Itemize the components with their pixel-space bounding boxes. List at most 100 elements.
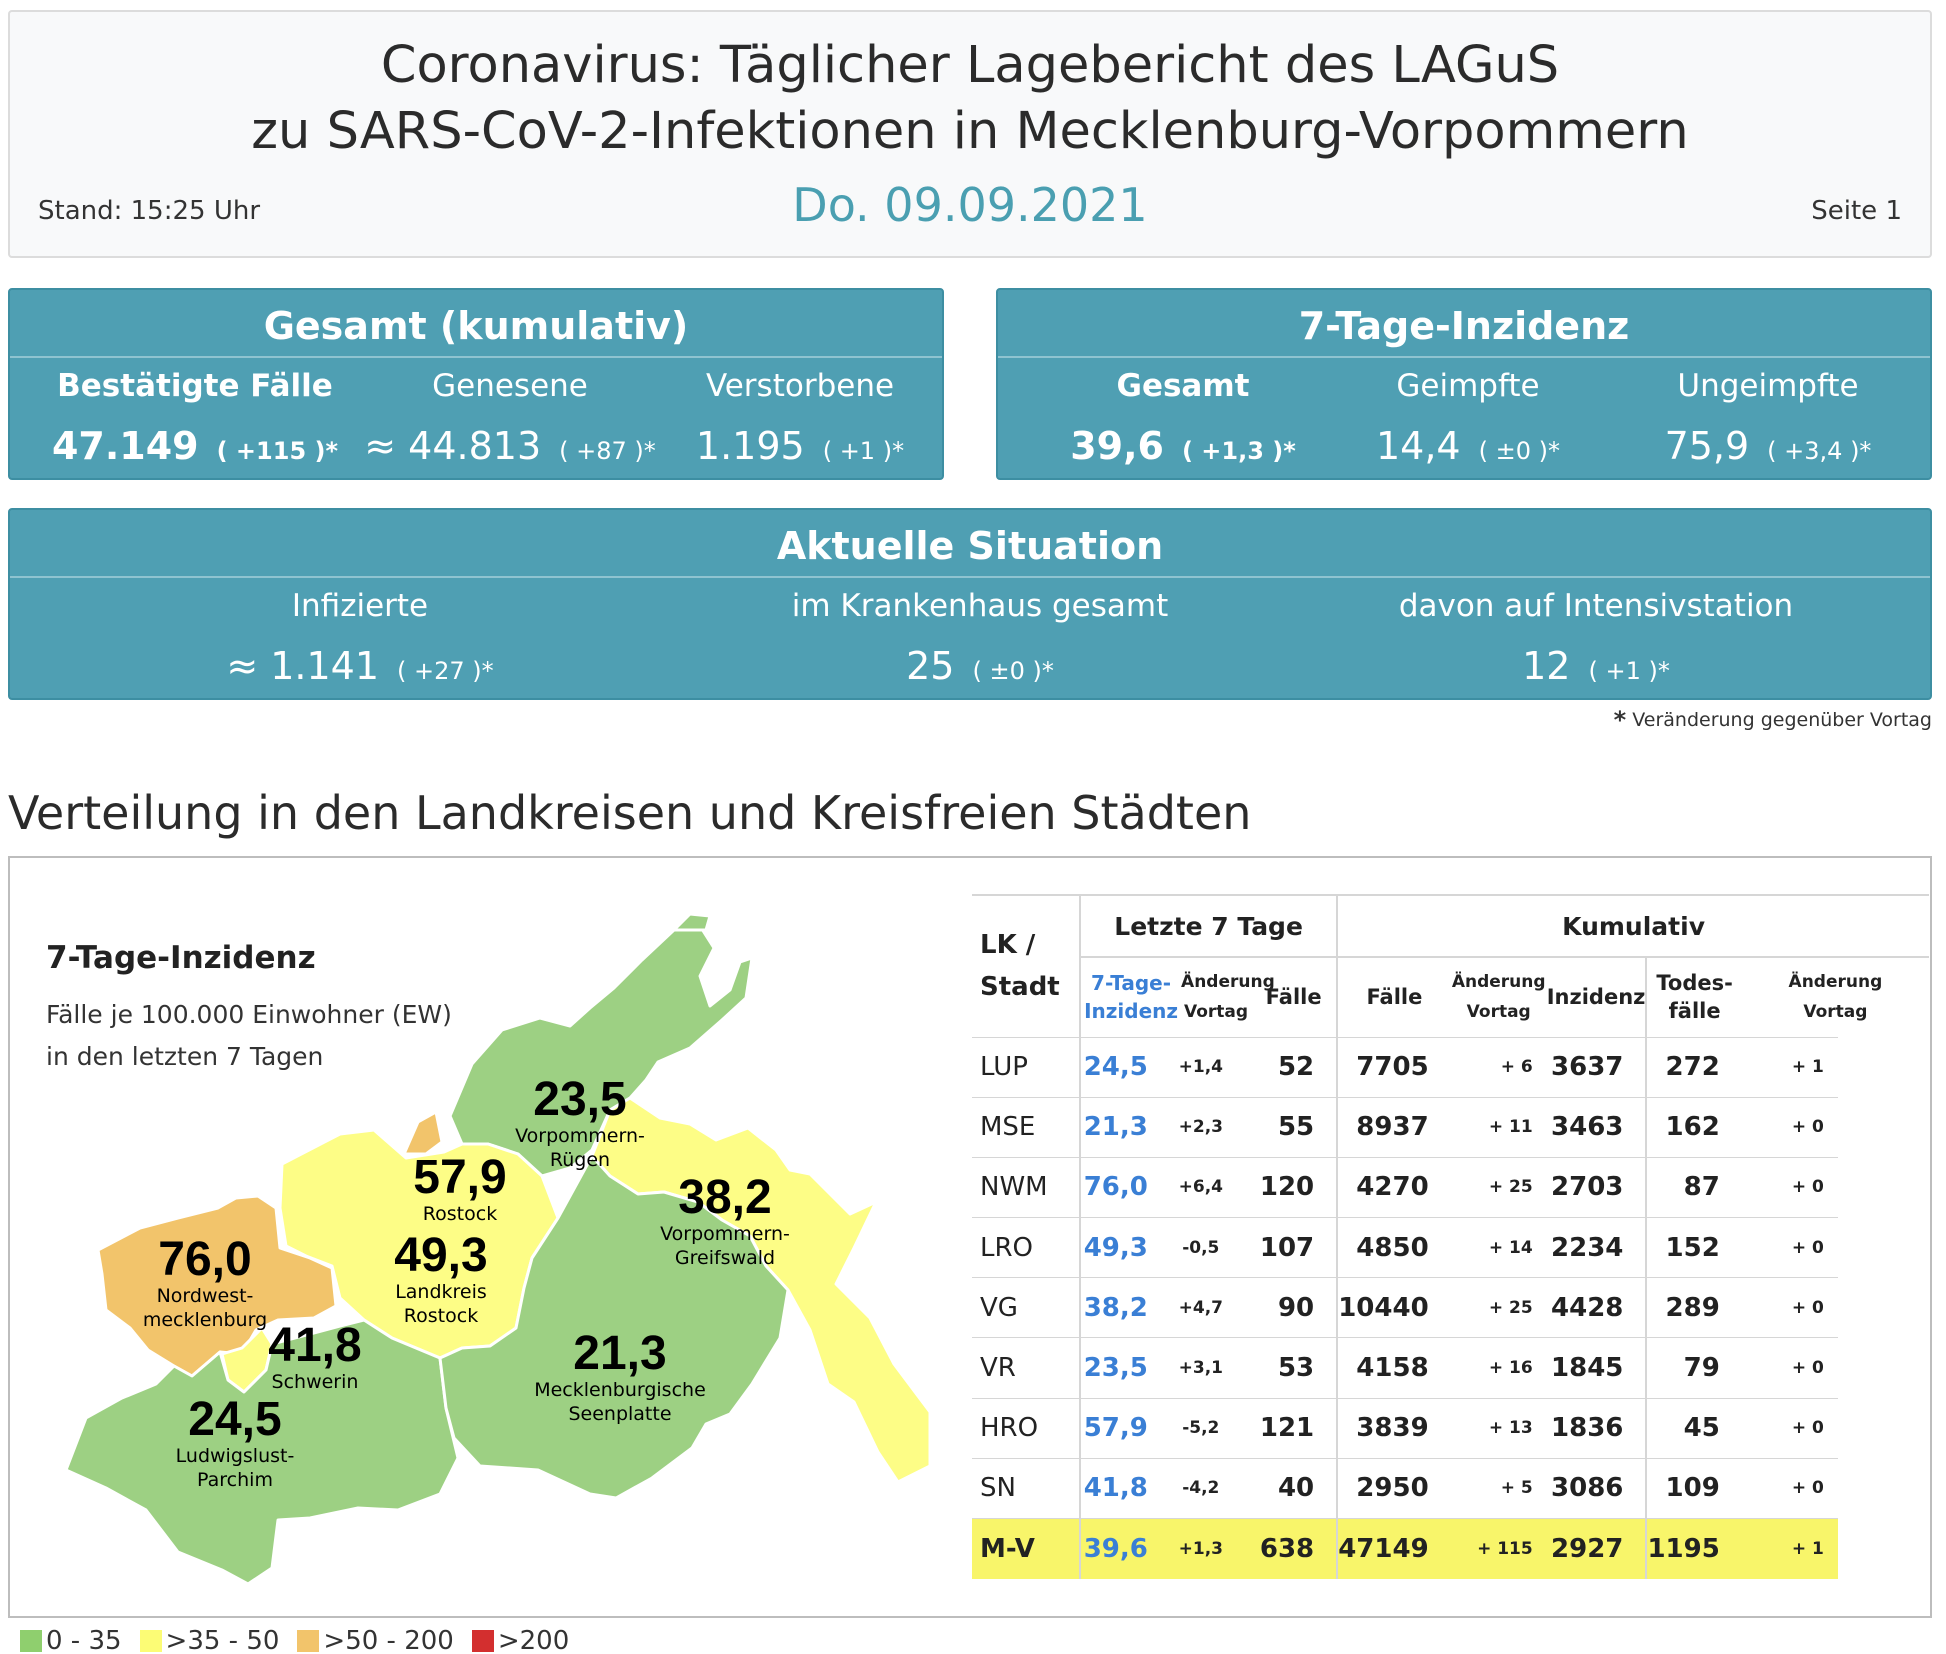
panel-divider	[10, 356, 942, 358]
table-header-inzidenz: Inzidenz	[1546, 985, 1646, 1010]
report-title-line1: Coronavirus: Täglicher Lagebericht des L…	[380, 36, 1560, 95]
cell-deaths-change: + 0	[1741, 1457, 1838, 1519]
stat-deceased: Verstorbene 1.195 ( +1 )*	[660, 368, 940, 473]
stat-change: ( +1 )*	[822, 437, 905, 465]
table-body: LUP 24,5 +1,4 52 7705 + 6 3637 272 + 1 MSE 21,3 +2,…	[972, 1036, 1929, 1579]
stat-value-row: 1.195 ( +1 )*	[660, 424, 940, 473]
footnote-star: *	[1613, 706, 1627, 734]
map-label-landkreis-rostock: 49,3 Landkreis Rostock	[366, 1232, 516, 1328]
cell-lk: VG	[972, 1277, 1081, 1338]
legend-swatch	[139, 1630, 162, 1652]
stat-value: ≈ 44.813	[364, 424, 542, 468]
table-row: VR 23,5 +3,1 53 4158 + 16 1845 79 + 0	[972, 1337, 1929, 1399]
cell-incidence7: 24,5	[1079, 1036, 1151, 1098]
cell-lk: SN	[972, 1457, 1081, 1519]
cell-cases: 47149	[1336, 1517, 1451, 1579]
stat-infected: Infizierte ≈ 1.141 ( +27 )*	[30, 588, 690, 693]
map-region-rostock-coast	[402, 1110, 444, 1156]
map-region-mecklenburgische-seenplatte	[438, 1154, 790, 1500]
cell-lk: VR	[972, 1337, 1081, 1399]
cell-deaths-change: + 1	[1741, 1517, 1838, 1579]
cell-cases: 8937	[1336, 1096, 1451, 1158]
cell-incidence: 3463	[1546, 1096, 1647, 1158]
table-total-row: M-V 39,6 +1,3 638 47149 + 115 2927 1195 + 1	[972, 1517, 1929, 1579]
region-value: 41,8	[268, 1319, 362, 1372]
cell-incidence: 2234	[1546, 1217, 1647, 1278]
stat-incidence-unvaccinated: Ungeimpfte 75,9 ( +3,4 )*	[1608, 368, 1928, 473]
cell-incidence7: 21,3	[1079, 1096, 1151, 1158]
map-subtitle-line2: in den letzten 7 Tagen	[46, 1042, 324, 1071]
table-row: LRO 49,3 -0,5 107 4850 + 14 2234 152 + 0	[972, 1217, 1929, 1278]
cell-cases-change: + 5	[1450, 1457, 1547, 1519]
region-name: Rügen	[549, 1149, 611, 1171]
cell-incidence: 2703	[1546, 1156, 1647, 1218]
map-subtitle: Fälle je 100.000 Einwohner (EW) in den l…	[46, 994, 452, 1078]
distribution-box: 7-Tage-Inzidenz Fälle je 100.000 Einwohn…	[8, 856, 1932, 1618]
cell-cases-change: + 6	[1450, 1036, 1547, 1098]
cell-cases: 3839	[1336, 1397, 1451, 1459]
cell-incidence-change: -5,2	[1150, 1397, 1252, 1459]
cell-cases7: 638	[1251, 1517, 1338, 1579]
map-subtitle-line1: Fälle je 100.000 Einwohner (EW)	[46, 1000, 452, 1029]
map-label-rostock: 57,9 Rostock	[380, 1154, 540, 1226]
cell-deaths: 162	[1645, 1096, 1742, 1158]
cell-incidence-change: +3,1	[1150, 1337, 1252, 1399]
panel-inzidenz: 7-Tage-Inzidenz Gesamt 39,6 ( +1,3 )* Gei…	[996, 288, 1932, 480]
cell-incidence: 3086	[1546, 1457, 1647, 1519]
stat-value: 14,4	[1376, 424, 1461, 468]
footnote-text: Veränderung gegenüber Vortag	[1632, 709, 1932, 731]
cell-incidence7: 41,8	[1079, 1457, 1151, 1519]
cell-incidence-change: -0,5	[1150, 1217, 1252, 1278]
stat-icu: davon auf Intensivstation 12 ( +1 )*	[1266, 588, 1926, 693]
cell-deaths: 1195	[1645, 1517, 1742, 1579]
table-row: MSE 21,3 +2,3 55 8937 + 11 3463 162 + 0	[972, 1096, 1929, 1158]
stat-value: 12	[1522, 644, 1571, 688]
stat-change: ( +87 )*	[559, 437, 656, 465]
stat-change: ( +1 )*	[1588, 657, 1670, 685]
cell-cases-change: + 25	[1450, 1156, 1547, 1218]
table-header-kumulativ: Kumulativ	[1336, 895, 1929, 958]
region-name: mecklenburg	[142, 1309, 268, 1331]
cell-cases7: 53	[1251, 1337, 1338, 1399]
map-region-ludwigslust-parchim	[64, 1318, 460, 1586]
cell-deaths: 109	[1645, 1457, 1742, 1519]
stat-confirmed: Bestätigte Fälle 47.149 ( +115 )*	[10, 368, 380, 473]
cell-deaths-change: + 0	[1741, 1217, 1838, 1278]
region-name: Ludwigslust-	[175, 1445, 295, 1467]
cell-incidence: 1836	[1546, 1397, 1647, 1459]
stat-change: ( +3,4 )*	[1767, 437, 1872, 465]
region-name: Nordwest-	[156, 1285, 254, 1307]
cell-deaths-change: + 0	[1741, 1156, 1838, 1218]
table-header-inzidenz7: 7-Tage- Inzidenz Änderung Vortag	[1079, 957, 1275, 1037]
cell-deaths: 272	[1645, 1036, 1742, 1098]
region-name: Mecklenburgische	[534, 1379, 706, 1401]
cell-cases7: 120	[1251, 1156, 1338, 1218]
region-name: Landkreis	[395, 1281, 487, 1303]
cell-incidence7: 57,9	[1079, 1397, 1151, 1459]
cell-incidence: 2927	[1546, 1517, 1647, 1579]
district-table: LK / Stadt Letzte 7 Tage Kumulativ 7-Tage…	[972, 894, 1929, 1579]
cell-lk: M-V	[972, 1517, 1081, 1579]
incidence-map	[64, 912, 932, 1586]
cell-cases7: 55	[1251, 1096, 1338, 1158]
cell-incidence: 1845	[1546, 1337, 1647, 1399]
cell-lk: MSE	[972, 1096, 1081, 1158]
region-name: Parchim	[197, 1469, 273, 1491]
stat-value-row: 39,6 ( +1,3 )*	[1018, 424, 1348, 473]
table-header-tod-aenderung: Änderung Vortag	[1788, 972, 1883, 1023]
stat-label: davon auf Intensivstation	[1398, 588, 1794, 624]
map-label-nordwestmecklenburg: 76,0 Nordwest- mecklenburg	[120, 1236, 290, 1332]
cell-deaths: 87	[1645, 1156, 1742, 1218]
cell-deaths-change: + 0	[1741, 1096, 1838, 1158]
stat-change: ( +27 )*	[397, 657, 494, 685]
region-name: Vorpommern-	[515, 1125, 645, 1147]
stat-value: 25	[906, 644, 955, 688]
region-value: 49,3	[394, 1229, 488, 1282]
stat-value-row: ≈ 1.141 ( +27 )*	[30, 644, 690, 693]
page-number: Seite 1	[1811, 196, 1902, 226]
panel-aktuell-title: Aktuelle Situation	[776, 524, 1164, 568]
cell-deaths: 79	[1645, 1337, 1742, 1399]
table-row: VG 38,2 +4,7 90 10440 + 25 4428 289 + 0	[972, 1277, 1929, 1338]
cell-lk: NWM	[972, 1156, 1081, 1218]
footnote: * Veränderung gegenüber Vortag	[1614, 706, 1932, 734]
